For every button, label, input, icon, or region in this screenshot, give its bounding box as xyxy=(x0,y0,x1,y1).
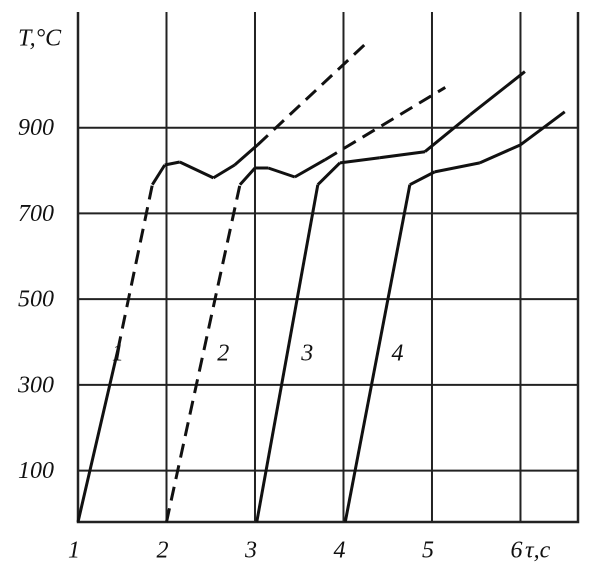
line-segment xyxy=(316,161,342,186)
y-tick-label: 500 xyxy=(18,287,54,313)
x-tick-label: 2 xyxy=(156,538,168,564)
y-tick-label: 100 xyxy=(18,458,54,484)
line-segment xyxy=(238,166,257,186)
line-segment xyxy=(233,143,259,167)
line-segment xyxy=(151,164,166,186)
line-segment xyxy=(423,113,471,153)
line-segment xyxy=(469,70,526,117)
line-segment xyxy=(179,160,215,180)
line-segment xyxy=(76,349,120,523)
x-tick-label: 5 xyxy=(422,538,434,564)
x-tick-label: 4 xyxy=(333,538,345,564)
line-segment xyxy=(165,184,242,523)
line-segment xyxy=(164,160,181,167)
line-segment xyxy=(256,43,366,146)
line-segment xyxy=(519,110,566,147)
line-segment xyxy=(255,184,320,523)
y-axis-label: T,°C xyxy=(18,26,62,52)
x-axis-label: τ,c xyxy=(525,538,551,564)
line-segment xyxy=(294,158,326,179)
line-segment xyxy=(116,184,154,351)
y-tick-label: 700 xyxy=(18,201,54,227)
y-tick-label: 900 xyxy=(18,115,54,141)
line-segment xyxy=(267,166,296,179)
curve-label: 4 xyxy=(392,341,404,367)
line-segment xyxy=(379,150,426,160)
line-segment xyxy=(343,184,412,523)
line-segment xyxy=(479,143,522,165)
x-tick-label: 1 xyxy=(68,538,80,564)
curve-label: 3 xyxy=(300,341,313,367)
line-segment xyxy=(434,161,481,174)
line-segment xyxy=(212,163,236,180)
curve-label: 1 xyxy=(112,341,124,367)
y-tick-label: 300 xyxy=(17,372,54,398)
x-tick-label: 6 xyxy=(510,538,522,564)
line-segment xyxy=(409,170,436,187)
curve-label: 2 xyxy=(217,341,229,367)
x-tick-label: 3 xyxy=(244,538,257,564)
line-segment xyxy=(324,86,447,162)
line-segment xyxy=(339,156,380,165)
